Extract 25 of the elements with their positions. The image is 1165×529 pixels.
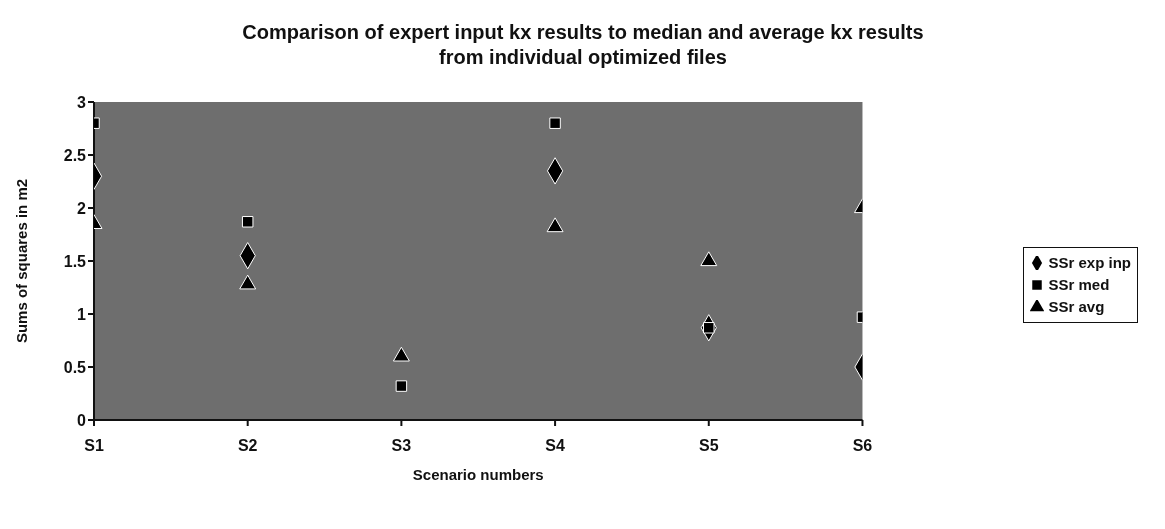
legend-label: SSr med <box>1048 275 1110 295</box>
x-axis-title: Scenario numbers <box>412 466 544 483</box>
y-tick-label: 0 <box>77 411 87 429</box>
point <box>700 251 718 267</box>
x-tick-label: S4 <box>545 437 565 455</box>
legend-label: SSr exp inp <box>1048 253 1131 273</box>
point <box>239 274 257 290</box>
y-tick-label: 2.5 <box>63 146 87 164</box>
y-tick-label: 2 <box>77 199 87 217</box>
point <box>395 380 408 392</box>
point <box>546 217 564 233</box>
chart-title: Comparison of expert input kx results to median and average kx results from individual optimized files <box>241 20 925 70</box>
x-tick-label: S1 <box>84 437 104 455</box>
y-tick-label: 0.5 <box>63 358 87 376</box>
x-tick-label: S5 <box>698 437 719 455</box>
legend-label: SSr avg <box>1048 297 1105 317</box>
y-tick-label: 1.5 <box>63 252 87 270</box>
y-axis-title: Sums of squares in m2 <box>13 178 31 344</box>
y-tick-label: 1 <box>77 305 87 323</box>
point <box>549 117 561 129</box>
x-tick-label: S6 <box>852 437 873 455</box>
x-tick-label: S3 <box>391 437 412 455</box>
x-tick-label: S2 <box>237 437 258 455</box>
point <box>392 346 410 362</box>
y-tick-label: 3 <box>77 93 87 111</box>
